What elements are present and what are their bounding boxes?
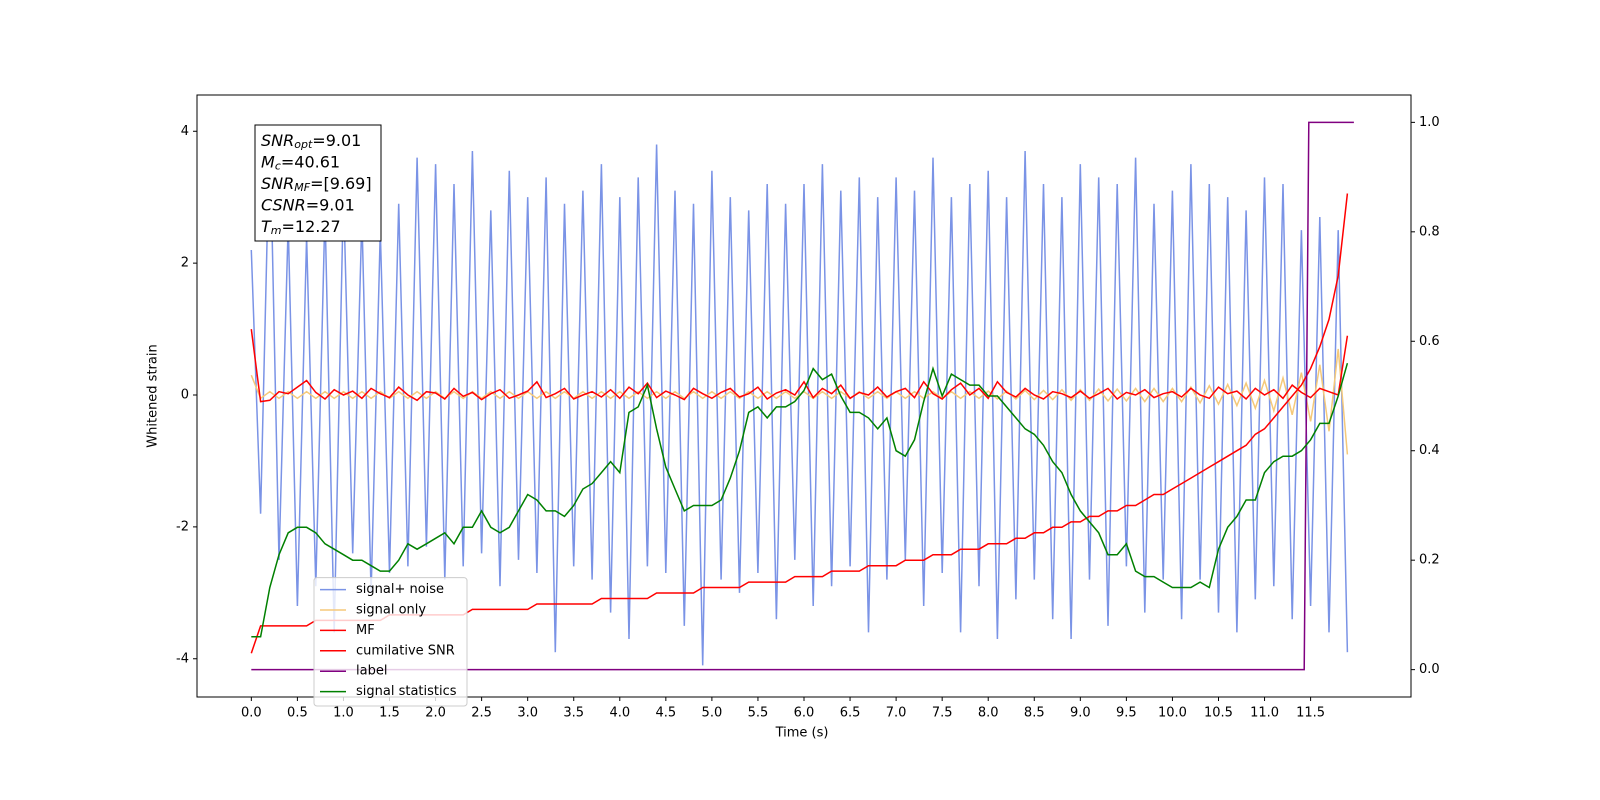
annotation-symbol: SNR [261,174,294,193]
legend-label: label [356,664,387,679]
x-tick-label: 1.5 [379,706,400,721]
x-tick-label: 9.0 [1070,706,1091,721]
y-tick-label: 0 [181,388,189,403]
x-tick-label: 6.5 [840,706,861,721]
annotation-value: =9.01 [312,131,361,150]
annotation-subscript: m [271,224,282,237]
x-tick-label: 9.5 [1116,706,1137,721]
y2-tick-label: 1.0 [1419,115,1440,130]
annotation-symbol: CSNR [261,195,306,214]
x-tick-label: 2.5 [471,706,492,721]
y-tick-label: -2 [176,519,189,534]
x-tick-label: 5.0 [702,706,723,721]
y-tick-label: 4 [181,124,189,139]
annotation-symbol: T [261,217,272,236]
y2-tick-label: 0.6 [1419,334,1440,349]
x-tick-label: 0.0 [241,706,262,721]
annotation-line: SNRopt=9.01 [261,131,361,152]
annotation-line: Mc=40.61 [261,152,340,173]
x-tick-label: 8.5 [1024,706,1045,721]
x-tick-label: 11.0 [1250,706,1279,721]
legend-label: MF [356,623,375,638]
series-line [250,124,1349,666]
x-tick-label: 6.0 [794,706,815,721]
y2-tick-label: 0.0 [1419,662,1440,677]
y2-tick-label: 0.2 [1419,553,1440,568]
annotation-line: CSNR=9.01 [261,195,355,214]
legend-label: cumilative SNR [356,643,455,658]
y-axis-label: Whitened strain [146,344,161,447]
annotation-box [254,124,382,242]
x-tick-label: 8.0 [978,706,999,721]
x-tick-label: 1.0 [333,706,354,721]
annotation-subscript: MF [294,181,310,194]
x-tick-label: 3.0 [517,706,538,721]
legend-label: signal+ noise [356,582,444,597]
annotation-subscript: c [275,160,281,173]
annotation-subscript: opt [294,138,313,151]
x-tick-label: 4.0 [609,706,630,721]
annotation-symbol: SNR [261,131,294,150]
x-tick-label: 5.5 [748,706,769,721]
x-tick-label: 10.0 [1158,706,1187,721]
x-tick-label: 7.0 [886,706,907,721]
legend-label: signal only [356,603,426,618]
annotation-value: =9.01 [306,195,355,214]
x-tick-label: 7.5 [932,706,953,721]
x-axis-label: Time (s) [775,726,829,741]
y2-tick-label: 0.8 [1419,224,1440,239]
x-tick-label: 4.5 [655,706,676,721]
annotation-value: =40.61 [281,152,340,171]
legend-box [313,577,468,707]
annotation-symbol: M [261,152,275,171]
legend-label: signal statistics [356,684,457,699]
annotation-value: =[9.69] [310,174,372,193]
x-tick-label: 11.5 [1296,706,1325,721]
series-line [251,121,1354,671]
annotation-value: =12.27 [282,217,341,236]
x-tick-label: 2.0 [425,706,446,721]
annotation-line: SNRMF=[9.69] [261,174,372,195]
x-tick-label: 0.5 [287,706,308,721]
x-tick-label: 3.5 [563,706,584,721]
annotation-line: Tm=12.27 [261,217,341,238]
x-tick-label: 10.5 [1204,706,1233,721]
y-tick-label: 2 [181,256,189,271]
y2-tick-label: 0.4 [1419,443,1440,458]
series-line [251,362,1349,638]
y-tick-label: -4 [176,651,189,666]
series-line [250,329,1349,403]
